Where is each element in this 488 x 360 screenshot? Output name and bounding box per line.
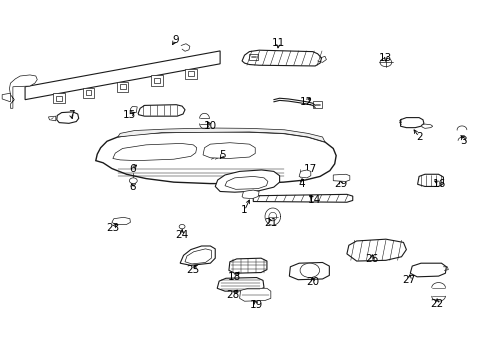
Polygon shape	[53, 93, 65, 103]
Text: 16: 16	[432, 179, 445, 189]
Polygon shape	[82, 88, 94, 98]
Circle shape	[379, 58, 391, 67]
Polygon shape	[346, 239, 406, 261]
Text: 1: 1	[241, 206, 247, 216]
Circle shape	[179, 225, 184, 229]
Polygon shape	[120, 84, 125, 89]
Text: 13: 13	[379, 53, 392, 63]
Polygon shape	[184, 69, 196, 79]
Polygon shape	[57, 112, 79, 123]
Polygon shape	[9, 75, 37, 108]
Polygon shape	[117, 82, 128, 92]
Text: 22: 22	[429, 299, 443, 309]
Text: 27: 27	[402, 275, 415, 285]
Polygon shape	[113, 143, 196, 161]
Polygon shape	[289, 262, 329, 280]
Polygon shape	[242, 190, 259, 199]
Polygon shape	[187, 71, 193, 76]
Polygon shape	[332, 174, 349, 181]
Text: 14: 14	[307, 195, 320, 205]
Polygon shape	[409, 263, 446, 277]
Text: 17: 17	[303, 164, 316, 174]
Polygon shape	[253, 194, 352, 202]
Polygon shape	[25, 51, 220, 100]
Text: 3: 3	[460, 136, 466, 145]
Text: 12: 12	[299, 97, 312, 107]
Polygon shape	[141, 134, 150, 159]
Text: 15: 15	[123, 111, 136, 121]
Polygon shape	[299, 170, 310, 178]
Text: 4: 4	[298, 179, 305, 189]
Polygon shape	[118, 128, 325, 142]
Polygon shape	[138, 105, 184, 116]
Text: 10: 10	[203, 121, 217, 131]
Polygon shape	[154, 78, 159, 83]
Polygon shape	[48, 116, 56, 121]
Polygon shape	[417, 174, 443, 186]
Polygon shape	[180, 246, 215, 265]
Polygon shape	[215, 170, 279, 192]
Text: 29: 29	[334, 179, 347, 189]
Polygon shape	[239, 288, 270, 301]
Polygon shape	[184, 249, 211, 264]
Text: 20: 20	[305, 277, 319, 287]
Polygon shape	[122, 220, 124, 223]
Polygon shape	[151, 76, 162, 86]
Polygon shape	[85, 90, 91, 95]
Polygon shape	[2, 93, 10, 102]
Polygon shape	[249, 54, 258, 59]
Text: 25: 25	[186, 265, 200, 275]
Circle shape	[300, 263, 319, 278]
Text: 7: 7	[68, 111, 75, 121]
Polygon shape	[96, 132, 335, 184]
Polygon shape	[400, 118, 423, 128]
Polygon shape	[228, 258, 266, 273]
Polygon shape	[203, 143, 255, 158]
Text: 11: 11	[271, 38, 285, 48]
Polygon shape	[56, 95, 62, 100]
Circle shape	[129, 178, 137, 184]
Text: 9: 9	[172, 35, 178, 45]
Text: 21: 21	[264, 218, 277, 228]
Polygon shape	[242, 50, 321, 66]
Text: 23: 23	[106, 224, 119, 233]
Text: 2: 2	[415, 132, 422, 142]
Polygon shape	[115, 220, 118, 223]
Polygon shape	[312, 101, 321, 108]
Text: 19: 19	[249, 300, 263, 310]
Polygon shape	[112, 217, 130, 225]
Polygon shape	[224, 176, 267, 189]
Text: 18: 18	[228, 272, 241, 282]
Text: 28: 28	[226, 291, 239, 301]
Text: 8: 8	[129, 182, 135, 192]
Polygon shape	[217, 278, 264, 291]
Text: 6: 6	[129, 164, 135, 174]
Polygon shape	[130, 107, 137, 113]
Text: 24: 24	[175, 230, 188, 239]
Text: 5: 5	[219, 150, 225, 160]
Text: 26: 26	[365, 254, 378, 264]
Polygon shape	[421, 124, 432, 129]
